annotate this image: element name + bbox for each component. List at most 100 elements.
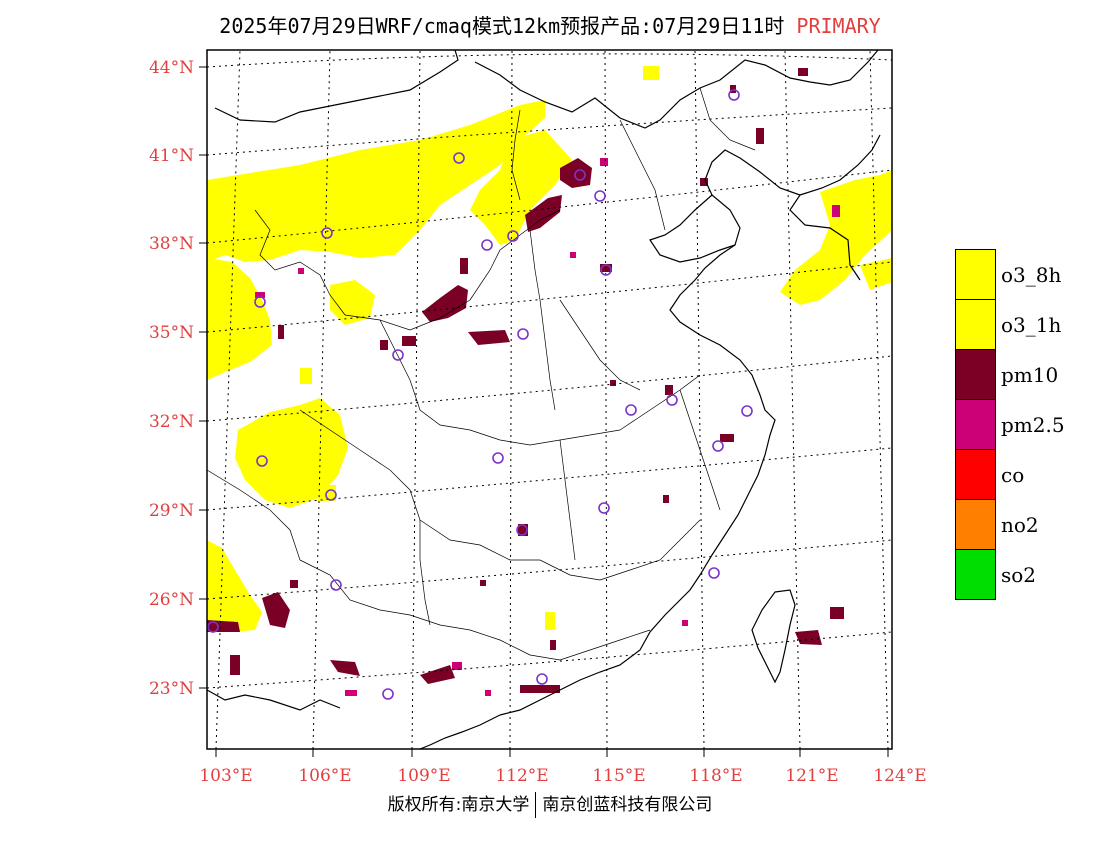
lat-label: 26°N [149,590,194,610]
legend-item-no2: no2 [955,499,1095,550]
parallel-41n [207,107,892,156]
o3-area-patch [545,612,555,630]
pm25-area [570,252,576,258]
pm10-area [330,660,360,676]
copyright-right: 南京创蓝科技有限公司 [542,795,713,815]
legend-label: no2 [1001,513,1039,537]
station-marker [207,621,219,633]
province-line [559,439,576,561]
province-line [679,389,721,511]
pm10-area [798,68,808,76]
lon-label: 121°E [785,766,838,786]
legend-swatch [955,499,996,550]
legend-label: co [1001,463,1025,487]
station-marker [481,239,493,251]
station-marker [598,502,610,514]
legend-swatch [955,299,996,350]
station-marker [254,296,266,308]
pm10-area [278,325,284,339]
copyright-divider [535,792,537,818]
province-line [469,629,651,661]
korea-border [789,134,881,281]
coastline-bohai [649,194,736,263]
pm10-area [468,330,510,345]
o3-area-ne [780,170,892,305]
o3-area-inner [330,280,375,325]
lon-label: 103°E [199,766,252,786]
pm10-area [402,336,416,346]
lon-label: 109°E [397,766,450,786]
legend-label: o3_1h [1001,313,1062,337]
pm10-area [830,607,844,619]
pm10-area [756,128,764,144]
o3-area-patch [300,368,312,384]
pollutant-legend: o3_8h o3_1h pm10 pm2.5 co no2 so2 [955,249,1095,600]
pm25-area [682,620,688,626]
pm10-area [262,592,290,628]
station-marker [666,394,678,406]
province-line [619,119,666,231]
title-tag: PRIMARY [796,14,881,38]
pm10-area [290,580,298,588]
o3-area-sichuan [235,398,348,508]
o3-area-north [207,100,545,262]
parallel-44n [207,53,892,68]
province-line [254,209,346,316]
meridian-124e [869,50,889,749]
station-marker [574,169,586,181]
coastline-east [499,149,801,716]
meridian-115e [604,50,608,749]
station-marker [625,404,637,416]
copyright-footer: 版权所有:南京大学 南京创蓝科技有限公司 [0,790,1100,818]
meridian-112e [509,50,513,749]
legend-swatch [955,349,996,400]
legend-label: pm10 [1001,363,1059,387]
lon-label: 112°E [495,766,548,786]
lat-label: 29°N [149,501,194,521]
pm25-area-layer [255,158,840,696]
parallel-29n [207,447,892,511]
border-sw [207,689,341,711]
title-main: 2025年07月29日WRF/cmaq模式12km预报产品:07月29日11时 [219,14,785,38]
pm10-area [422,285,468,322]
provincial-boundaries [207,87,756,661]
pm10-area [665,385,673,395]
station-marker [594,190,606,202]
legend-swatch [955,399,996,450]
legend-item-pm10: pm10 [955,349,1095,400]
station-marker [600,264,612,276]
parallel-26n [207,539,892,600]
meridian-106e [312,50,331,749]
pm10-area [230,655,240,675]
station-marker [728,89,740,101]
station-marker [712,440,724,452]
pm25-area [485,690,491,696]
lat-label: 44°N [149,58,194,78]
o3-area-north2 [470,130,572,245]
lat-label: 38°N [149,234,194,254]
station-marker [517,328,529,340]
station-marker [492,452,504,464]
legend-item-o3-8h: o3_8h [955,249,1095,300]
pm25-area [600,158,608,166]
pm10-area [700,178,708,186]
copyright-left: 版权所有:南京大学 [387,795,530,815]
coastline-south [419,714,501,749]
station-marker [382,688,394,700]
pm10-area [610,380,616,386]
station-marker [741,405,753,417]
station-marker [330,579,342,591]
pm25-area [452,662,462,670]
o3-area-patch [643,66,659,80]
o3-area-layer [207,66,892,632]
parallel-38n [207,169,892,244]
lat-label: 32°N [149,412,194,432]
pm10-area-layer [207,68,844,693]
legend-label: pm2.5 [1001,413,1065,437]
taiwan-outline [751,589,796,684]
pm25-area [832,205,840,217]
lat-label: 23°N [149,679,194,699]
station-marker [453,152,465,164]
pm10-area [460,258,468,274]
